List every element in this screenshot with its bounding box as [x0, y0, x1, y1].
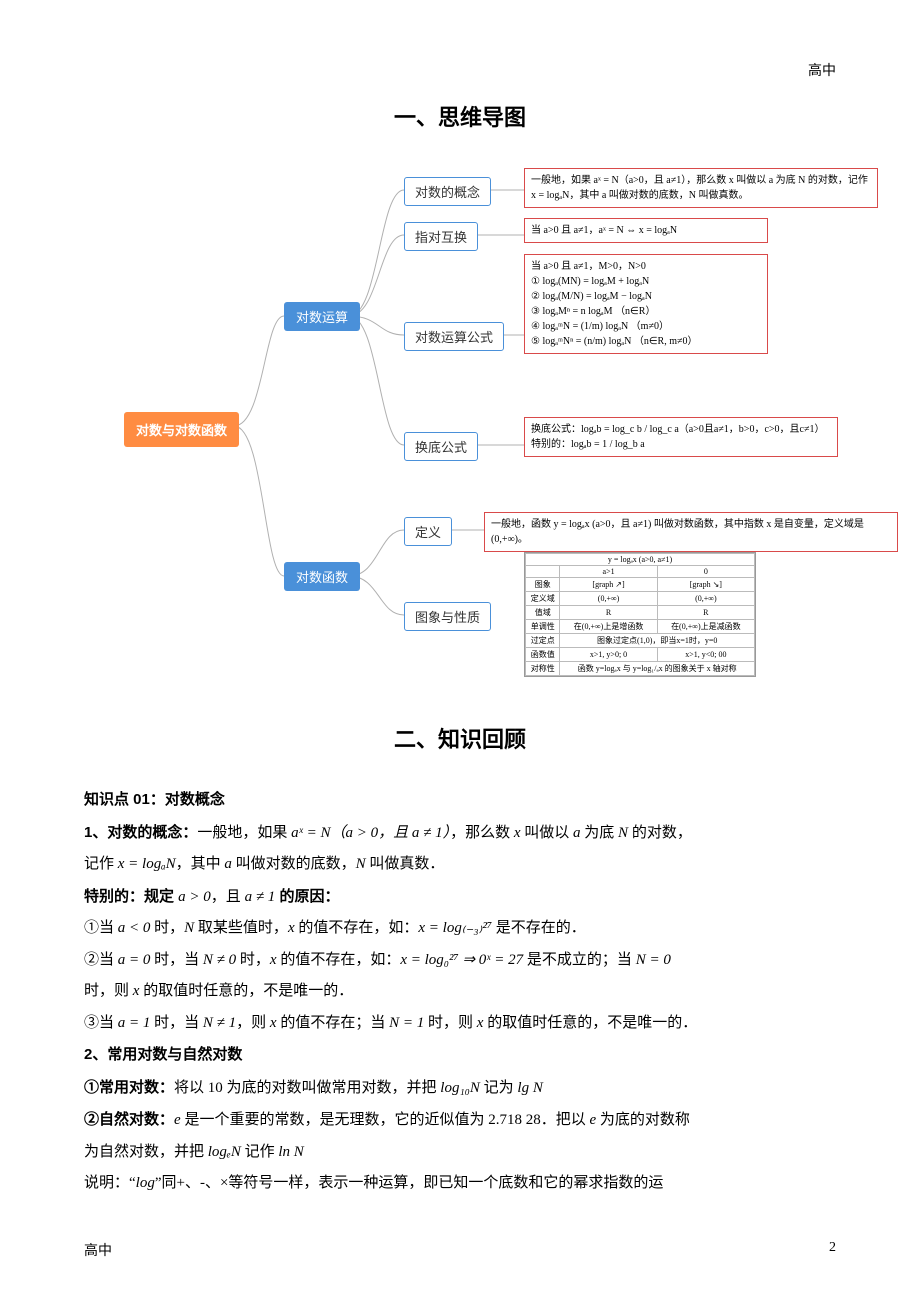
- math: a = 1: [118, 1015, 151, 1031]
- text: 时，则: [424, 1015, 477, 1031]
- text: 时，则: [84, 983, 133, 999]
- text: 的值不存在；当: [277, 1015, 390, 1031]
- math: a: [573, 825, 581, 841]
- section-1-title: 一、思维导图: [84, 100, 836, 132]
- mindmap-node-def: 定义: [404, 517, 452, 546]
- math: log: [136, 1175, 155, 1191]
- mindmap-node-concept: 对数的概念: [404, 177, 491, 206]
- k-p8-label: 2、常用对数与自然对数: [84, 1046, 242, 1063]
- text: 为自然对数，并把: [84, 1144, 208, 1160]
- math: aˣ = N（a > 0，且 a ≠ 1）: [291, 825, 450, 841]
- header-right: 高中: [84, 60, 836, 80]
- mindmap-node-base: 换底公式: [404, 432, 478, 461]
- mindmap-node-formula: 对数运算公式: [404, 322, 504, 351]
- page-footer: 高中 2: [84, 1240, 836, 1260]
- text: 叫做对数的底数，: [232, 856, 356, 872]
- text: 取某些值时，: [194, 920, 288, 936]
- text: 时，: [150, 920, 184, 936]
- math: x = logₐN: [118, 856, 176, 872]
- text: 是不存在的．: [492, 920, 586, 936]
- text: 的取值时任意的，不是唯一的．: [139, 983, 353, 999]
- mindmap-node-graph: 图象与性质: [404, 602, 491, 631]
- math: lg N: [517, 1080, 542, 1096]
- footer-left: 高中: [84, 1240, 112, 1260]
- section-2-title: 二、知识回顾: [84, 722, 836, 754]
- text: 是一个重要的常数，是无理数，它的近似值为 2.718 28．把以: [181, 1112, 590, 1128]
- math: ln N: [278, 1144, 303, 1160]
- math: N ≠ 1: [203, 1015, 236, 1031]
- math: N = 1: [389, 1015, 424, 1031]
- text: 的值不存在，如：: [277, 952, 401, 968]
- text: ，其中: [176, 856, 225, 872]
- detail-concept: 一般地，如果 aˣ = N（a>0，且 a≠1），那么数 x 叫做以 a 为底 …: [524, 168, 878, 208]
- text: 时，当: [150, 952, 203, 968]
- text: ，则: [236, 1015, 270, 1031]
- mindmap-node-func: 对数函数: [284, 562, 360, 591]
- text: 时，当: [150, 1015, 203, 1031]
- text: 将以 10 为底的对数叫做常用对数，并把: [174, 1080, 440, 1096]
- text: ③当: [84, 1015, 118, 1031]
- text: 为底的对数称: [596, 1112, 690, 1128]
- text: ，且: [211, 889, 245, 905]
- k-p10-label: ②自然对数：: [84, 1111, 174, 1128]
- k-p1-label: 1、对数的概念：: [84, 824, 197, 841]
- math: N ≠ 0: [203, 952, 236, 968]
- math: a < 0: [118, 920, 151, 936]
- text: 的值不存在，如：: [295, 920, 419, 936]
- k-title: 知识点 01：对数概念: [84, 791, 225, 808]
- text: 叫做以: [521, 825, 574, 841]
- math: x = log₍₋₃₎²⁷: [418, 920, 492, 936]
- text: 的原因：: [275, 888, 339, 905]
- math: logₑN: [208, 1144, 241, 1160]
- math: x: [270, 952, 277, 968]
- text: 一般地，如果: [197, 825, 291, 841]
- math: N: [618, 825, 628, 841]
- property-table: y = logₐx (a>0, a≠1)a>10图象[graph ↗][grap…: [524, 552, 756, 677]
- detail-def: 一般地，函数 y = logₐx (a>0，且 a≠1) 叫做对数函数，其中指数…: [484, 512, 898, 552]
- math: x: [270, 1015, 277, 1031]
- math: e: [174, 1112, 181, 1128]
- text: 的取值时任意的，不是唯一的．: [483, 1015, 697, 1031]
- text: 的对数，: [628, 825, 692, 841]
- text: 说明：“: [84, 1175, 136, 1191]
- mindmap-node-ops: 对数运算: [284, 302, 360, 331]
- math: log₁₀N: [440, 1080, 480, 1096]
- math: N = 0: [636, 952, 671, 968]
- mindmap-node-exchange: 指对互换: [404, 222, 478, 251]
- detail-base: 换底公式：logₐb = log_c b / log_c a（a>0且a≠1，b…: [524, 417, 838, 457]
- detail-exchange: 当 a>0 且 a≠1，aˣ = N ⇔ x = logₐN: [524, 218, 768, 243]
- text: ”同+、-、×等符号一样，表示一种运算，即已知一个底数和它的幂求指数的运: [155, 1175, 664, 1191]
- math: a: [224, 856, 232, 872]
- math: N: [356, 856, 366, 872]
- text: ②当: [84, 952, 118, 968]
- math: a = 0: [118, 952, 151, 968]
- text: 是不成立的；当: [523, 952, 636, 968]
- math: x = log₀²⁷ ⇒ 0ˣ = 27: [400, 952, 523, 968]
- k-p3-label: 特别的：规定: [84, 888, 178, 905]
- knowledge-content: 知识点 01：对数概念 1、对数的概念：一般地，如果 aˣ = N（a > 0，…: [84, 784, 836, 1200]
- text: 记为: [480, 1080, 518, 1096]
- text: 为底: [581, 825, 619, 841]
- footer-right: 2: [829, 1240, 836, 1256]
- math: x: [288, 920, 295, 936]
- detail-formula: 当 a>0 且 a≠1，M>0，N>0① logₐ(MN) = logₐM + …: [524, 254, 768, 354]
- math: N: [184, 920, 194, 936]
- mindmap-root-node: 对数与对数函数: [124, 412, 239, 447]
- text: ①当: [84, 920, 118, 936]
- text: 时，: [236, 952, 270, 968]
- mindmap-diagram: 对数与对数函数 对数运算 对数函数 对数的概念 指对互换 对数运算公式 换底公式…: [124, 162, 836, 702]
- math: a ≠ 1: [245, 889, 276, 905]
- text: 叫做真数．: [366, 856, 445, 872]
- text: 记作: [241, 1144, 279, 1160]
- math: a > 0: [178, 889, 211, 905]
- text: ，那么数: [450, 825, 514, 841]
- text: 记作: [84, 856, 118, 872]
- k-p9-label: ①常用对数：: [84, 1079, 174, 1096]
- math: x: [514, 825, 521, 841]
